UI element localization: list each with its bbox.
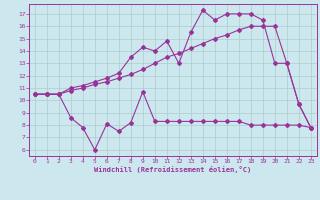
X-axis label: Windchill (Refroidissement éolien,°C): Windchill (Refroidissement éolien,°C) [94,166,252,173]
